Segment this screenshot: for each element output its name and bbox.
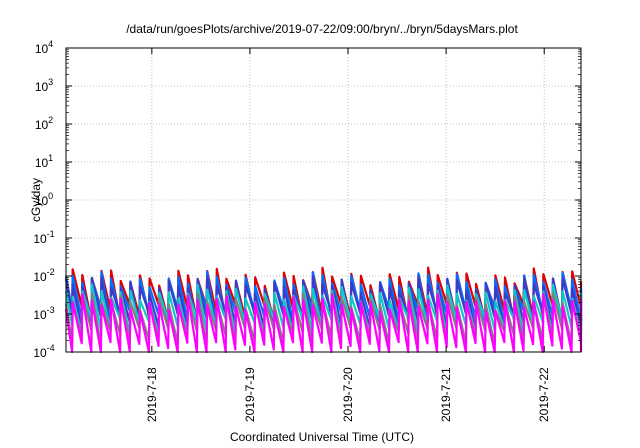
x-tick-label: 2019-7-22	[537, 367, 551, 422]
y-tick-label: 10-4	[33, 343, 54, 360]
y-tick-label: 101	[35, 153, 53, 170]
chart-title: /data/run/goesPlots/archive/2019-07-22/0…	[126, 22, 518, 36]
y-tick-label: 10-2	[33, 267, 54, 284]
y-tick-label: 102	[35, 115, 53, 132]
y-axis: 10-4 10-3 10-2 10-1 100 101 102 103 104	[33, 39, 581, 360]
x-tick-label: 2019-7-20	[341, 367, 355, 422]
y-tick-label: 100	[35, 191, 53, 208]
y-tick-label: 104	[35, 39, 53, 56]
series-line	[64, 292, 583, 354]
x-tick-label: 2019-7-21	[439, 367, 453, 422]
y-axis-title: cGy/day	[29, 178, 43, 222]
y-tick-label: 103	[35, 77, 53, 94]
x-tick-label: 2019-7-18	[145, 367, 159, 422]
y-tick-label: 10-1	[33, 229, 54, 246]
x-tick-label: 2019-7-19	[243, 367, 257, 422]
y-tick-label: 10-3	[33, 305, 54, 322]
x-axis: 2019-7-18 2019-7-19 2019-7-20 2019-7-21 2019…	[145, 48, 551, 422]
series-group	[64, 266, 583, 354]
x-axis-title: Coordinated Universal Time (UTC)	[230, 430, 414, 444]
